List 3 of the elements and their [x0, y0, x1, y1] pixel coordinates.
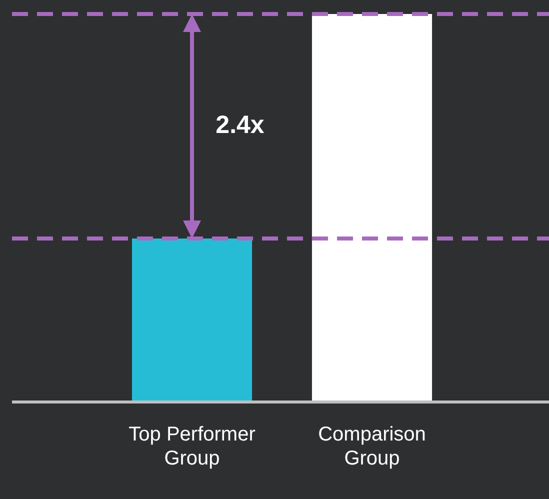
annotation: 2.4x — [216, 111, 264, 140]
x-tick-label: Top Performer Group — [128, 424, 256, 470]
x-tick-label: Comparison Group — [318, 424, 426, 470]
